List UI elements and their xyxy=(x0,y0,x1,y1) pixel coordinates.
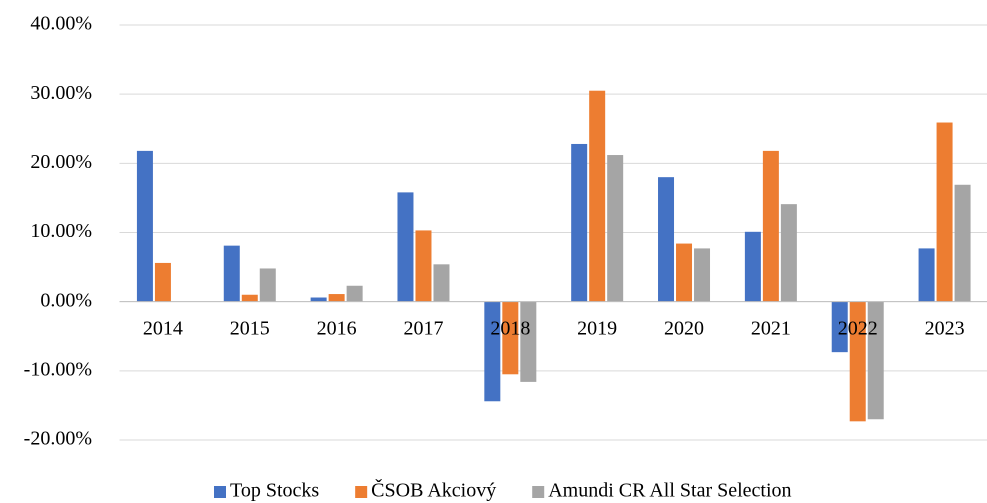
bar xyxy=(831,301,848,353)
bar xyxy=(571,143,588,302)
x-tick-label: 2019 xyxy=(577,317,617,339)
y-tick-label: 0.00% xyxy=(40,289,92,311)
bar xyxy=(658,177,675,302)
bar xyxy=(154,262,171,302)
bar xyxy=(241,294,258,302)
y-tick-label: 10.00% xyxy=(30,220,92,242)
x-tick-label: 2020 xyxy=(664,317,704,339)
x-tick-label: 2015 xyxy=(230,317,270,339)
legend-swatch xyxy=(355,486,368,498)
bar xyxy=(484,301,501,402)
legend-label: Amundi CR All Star Selection xyxy=(548,480,791,502)
bar xyxy=(936,122,953,302)
bar xyxy=(589,90,606,302)
bar xyxy=(433,264,450,302)
bar xyxy=(328,294,345,302)
y-tick-label: 40.00% xyxy=(30,13,92,35)
legend-swatch xyxy=(532,486,545,498)
bar xyxy=(397,192,414,302)
legend-label: Top Stocks xyxy=(230,480,319,502)
y-tick-label: 20.00% xyxy=(30,151,92,173)
x-tick-label: 2021 xyxy=(751,317,791,339)
bar xyxy=(780,204,797,302)
x-tick-label: 2022 xyxy=(838,317,878,339)
x-tick-label: 2023 xyxy=(925,317,965,339)
bar xyxy=(415,230,432,302)
bar xyxy=(694,248,711,302)
bar xyxy=(502,301,519,375)
y-tick-label: -20.00% xyxy=(24,428,92,450)
legend-label: ČSOB Akciový xyxy=(371,478,496,502)
legend-swatch xyxy=(214,486,226,498)
bar xyxy=(607,155,624,302)
bar xyxy=(849,301,866,422)
bar xyxy=(918,248,935,302)
bar xyxy=(762,150,779,302)
bar xyxy=(223,245,240,302)
bar xyxy=(346,285,363,302)
bar xyxy=(136,150,153,302)
x-tick-label: 2016 xyxy=(317,317,357,339)
bar xyxy=(310,297,327,302)
x-tick-label: 2017 xyxy=(403,317,443,339)
bar xyxy=(259,268,276,302)
bar xyxy=(520,301,537,382)
y-tick-label: 30.00% xyxy=(30,82,92,104)
bar xyxy=(867,301,884,420)
bar xyxy=(954,184,971,302)
bar xyxy=(676,243,693,302)
x-tick-label: 2018 xyxy=(490,317,530,339)
bar xyxy=(744,231,761,302)
y-tick-label: -10.00% xyxy=(24,358,92,380)
x-tick-label: 2014 xyxy=(143,317,183,339)
